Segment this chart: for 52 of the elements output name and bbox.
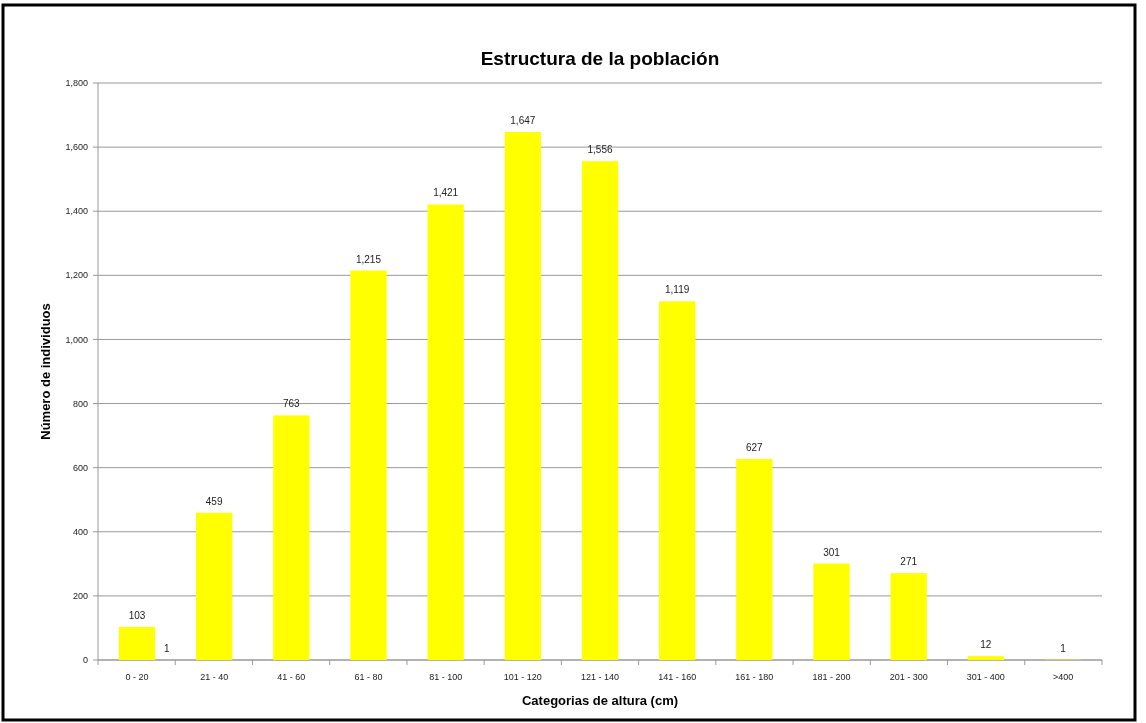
x-axis-title: Categorias de altura (cm) [521, 693, 679, 708]
y-tick-label: 800 [72, 398, 88, 409]
x-tick-label: 41 - 60 [277, 672, 306, 682]
y-tick-label: 0 [82, 655, 88, 666]
y-axis-title: Número de individuos [38, 303, 53, 440]
x-tick-label: 201 - 300 [889, 672, 928, 682]
y-tick-label: 1,600 [65, 142, 88, 153]
bar [118, 626, 156, 660]
bar [813, 563, 850, 660]
x-tick-label: 161 - 180 [735, 672, 774, 682]
y-tick-label: 400 [72, 526, 88, 537]
x-tick-label: 81 - 100 [429, 672, 463, 682]
annotation: 1 [163, 642, 170, 654]
x-tick-label: >400 [1052, 672, 1074, 682]
chart-title: Estructura de la población [480, 48, 720, 69]
bar [350, 270, 387, 660]
data-label: 271 [900, 556, 918, 568]
data-label: 1,647 [510, 115, 536, 127]
bar [890, 573, 927, 660]
y-tick-label: 1,800 [65, 78, 88, 89]
x-tick-label: 301 - 400 [966, 672, 1005, 682]
bar [967, 656, 1004, 660]
data-label: 103 [128, 609, 146, 621]
x-tick-label: 181 - 200 [812, 672, 851, 682]
y-tick-label: 1,000 [65, 334, 88, 345]
bar [196, 512, 233, 660]
y-tick-label: 600 [72, 462, 88, 473]
x-tick-label: 121 - 140 [580, 672, 620, 682]
y-tick-label: 200 [72, 591, 88, 602]
y-tick-label: 1,400 [65, 206, 88, 217]
x-tick-label: 21 - 40 [200, 672, 229, 682]
data-label: 1 [1060, 642, 1067, 654]
y-tick-label: 1,200 [65, 270, 88, 281]
bar [581, 161, 619, 660]
x-tick-label: 0 - 20 [125, 672, 149, 682]
data-label: 459 [205, 495, 223, 507]
data-label: 1,421 [433, 187, 459, 199]
x-tick-label: 141 - 160 [658, 672, 697, 682]
x-tick-label: 61 - 80 [354, 672, 383, 682]
bar [659, 301, 696, 660]
data-label: 627 [746, 442, 764, 454]
x-tick-label: 101 - 120 [503, 672, 542, 682]
data-label: 1,215 [355, 253, 382, 265]
bar [504, 132, 541, 660]
data-label: 301 [823, 546, 841, 558]
bar [427, 204, 464, 660]
data-label: 1,556 [587, 144, 613, 156]
data-label: 763 [282, 398, 301, 410]
bar [736, 459, 773, 660]
bar [273, 415, 310, 660]
data-label: 12 [980, 639, 992, 651]
data-label: 1,119 [665, 284, 690, 296]
